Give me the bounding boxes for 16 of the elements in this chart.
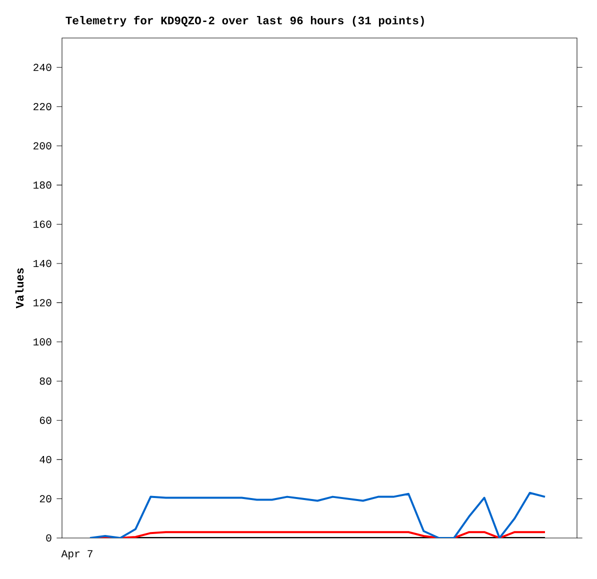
- y-tick-label: 0: [46, 534, 52, 542]
- y-tick-label: 200: [34, 142, 52, 150]
- y-tick-label: 160: [34, 220, 52, 228]
- y-axis-title: Values: [15, 268, 24, 308]
- y-tick-label: 40: [40, 456, 52, 464]
- text: Apr 7: [61, 550, 92, 560]
- y-tick-label: 220: [34, 103, 52, 110]
- y-tick-label: 140: [34, 260, 52, 268]
- y-tick-label: 100: [34, 338, 52, 346]
- y-tick-label: 240: [34, 64, 52, 72]
- y-tick-label: 120: [34, 299, 52, 306]
- y-tick-label: 60: [40, 416, 52, 424]
- chart-title: Telemetry for KD9QZO-2 over last 96 hours (31 points): [66, 16, 424, 27]
- y-tick-label: 180: [34, 181, 52, 189]
- y-tick-label: 20: [40, 495, 52, 502]
- y-tick-label: 80: [40, 378, 52, 385]
